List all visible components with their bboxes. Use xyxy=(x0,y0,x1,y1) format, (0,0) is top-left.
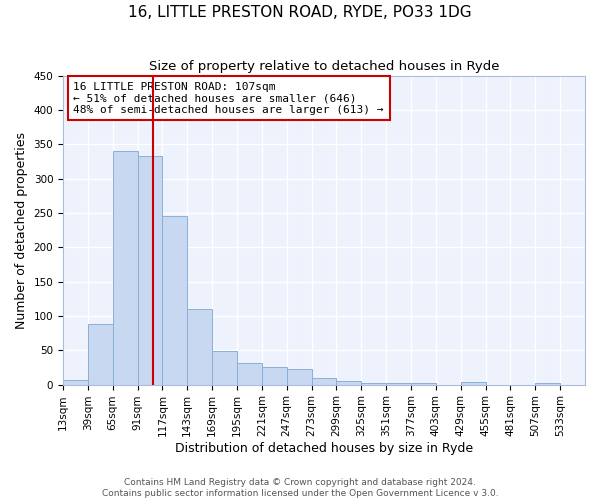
Bar xyxy=(212,351,237,384)
Y-axis label: Number of detached properties: Number of detached properties xyxy=(15,132,28,328)
Bar xyxy=(113,151,137,384)
Bar xyxy=(461,382,485,384)
Bar xyxy=(337,381,361,384)
Bar xyxy=(137,156,163,384)
Bar xyxy=(287,370,311,384)
Bar xyxy=(361,382,386,384)
Text: Contains HM Land Registry data © Crown copyright and database right 2024.
Contai: Contains HM Land Registry data © Crown c… xyxy=(101,478,499,498)
Bar xyxy=(163,216,187,384)
Bar xyxy=(237,364,262,384)
Bar xyxy=(311,378,337,384)
Bar xyxy=(535,382,560,384)
Bar xyxy=(63,380,88,384)
Bar xyxy=(262,368,287,384)
Text: 16, LITTLE PRESTON ROAD, RYDE, PO33 1DG: 16, LITTLE PRESTON ROAD, RYDE, PO33 1DG xyxy=(128,5,472,20)
Text: 16 LITTLE PRESTON ROAD: 107sqm
← 51% of detached houses are smaller (646)
48% of: 16 LITTLE PRESTON ROAD: 107sqm ← 51% of … xyxy=(73,82,384,115)
Title: Size of property relative to detached houses in Ryde: Size of property relative to detached ho… xyxy=(149,60,499,73)
Bar xyxy=(88,324,113,384)
Bar xyxy=(187,309,212,384)
X-axis label: Distribution of detached houses by size in Ryde: Distribution of detached houses by size … xyxy=(175,442,473,455)
Bar xyxy=(386,382,411,384)
Bar xyxy=(411,382,436,384)
